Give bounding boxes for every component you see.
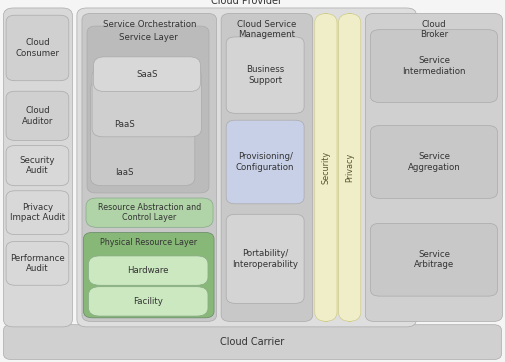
FancyBboxPatch shape bbox=[6, 91, 69, 140]
Text: Service
Arbitrage: Service Arbitrage bbox=[413, 250, 453, 269]
FancyBboxPatch shape bbox=[86, 198, 213, 227]
FancyBboxPatch shape bbox=[6, 191, 69, 235]
FancyBboxPatch shape bbox=[93, 57, 200, 92]
FancyBboxPatch shape bbox=[226, 120, 304, 204]
Text: Cloud Carrier: Cloud Carrier bbox=[220, 337, 284, 347]
Text: Resource Abstraction and
Control Layer: Resource Abstraction and Control Layer bbox=[97, 203, 201, 222]
FancyBboxPatch shape bbox=[92, 68, 201, 137]
Text: Security
Audit: Security Audit bbox=[20, 156, 55, 175]
Text: Service Orchestration: Service Orchestration bbox=[103, 20, 195, 29]
FancyBboxPatch shape bbox=[6, 241, 69, 285]
FancyBboxPatch shape bbox=[338, 13, 360, 321]
Text: Business
Support: Business Support bbox=[245, 66, 284, 85]
Text: Provisioning/
Configuration: Provisioning/ Configuration bbox=[235, 152, 294, 172]
FancyBboxPatch shape bbox=[370, 223, 496, 296]
FancyBboxPatch shape bbox=[88, 256, 208, 285]
FancyBboxPatch shape bbox=[314, 13, 336, 321]
Text: IaaS: IaaS bbox=[115, 168, 133, 177]
FancyBboxPatch shape bbox=[6, 146, 69, 186]
FancyBboxPatch shape bbox=[6, 15, 69, 81]
Text: Security: Security bbox=[321, 151, 330, 184]
FancyBboxPatch shape bbox=[87, 26, 209, 193]
FancyBboxPatch shape bbox=[226, 37, 304, 113]
Text: Privacy
Impact Audit: Privacy Impact Audit bbox=[10, 203, 65, 222]
FancyBboxPatch shape bbox=[370, 126, 496, 198]
Text: Cloud
Auditor: Cloud Auditor bbox=[22, 106, 53, 126]
FancyBboxPatch shape bbox=[83, 232, 214, 318]
FancyBboxPatch shape bbox=[4, 8, 72, 327]
FancyBboxPatch shape bbox=[4, 325, 500, 359]
FancyBboxPatch shape bbox=[90, 80, 194, 186]
FancyBboxPatch shape bbox=[88, 287, 208, 316]
Text: Service
Intermediation: Service Intermediation bbox=[401, 56, 465, 76]
Text: Facility: Facility bbox=[133, 297, 163, 306]
Text: Hardware: Hardware bbox=[127, 266, 169, 275]
Text: Cloud
Broker: Cloud Broker bbox=[419, 20, 447, 39]
Text: Service
Aggregation: Service Aggregation bbox=[407, 152, 460, 172]
Text: Cloud Service
Management: Cloud Service Management bbox=[237, 20, 296, 39]
FancyBboxPatch shape bbox=[77, 8, 416, 327]
FancyBboxPatch shape bbox=[365, 13, 501, 321]
FancyBboxPatch shape bbox=[226, 214, 304, 303]
Text: SaaS: SaaS bbox=[136, 70, 158, 79]
Text: Privacy: Privacy bbox=[344, 153, 354, 182]
Text: PaaS: PaaS bbox=[114, 119, 134, 129]
Text: Cloud Provider: Cloud Provider bbox=[211, 0, 282, 6]
Text: Service Layer: Service Layer bbox=[118, 33, 177, 42]
FancyBboxPatch shape bbox=[221, 13, 312, 321]
FancyBboxPatch shape bbox=[82, 13, 216, 321]
Text: Performance
Audit: Performance Audit bbox=[10, 254, 65, 273]
Text: Portability/
Interoperability: Portability/ Interoperability bbox=[232, 249, 297, 269]
FancyBboxPatch shape bbox=[370, 30, 496, 102]
Text: Cloud
Consumer: Cloud Consumer bbox=[16, 38, 59, 58]
Text: Physical Resource Layer: Physical Resource Layer bbox=[100, 238, 197, 247]
